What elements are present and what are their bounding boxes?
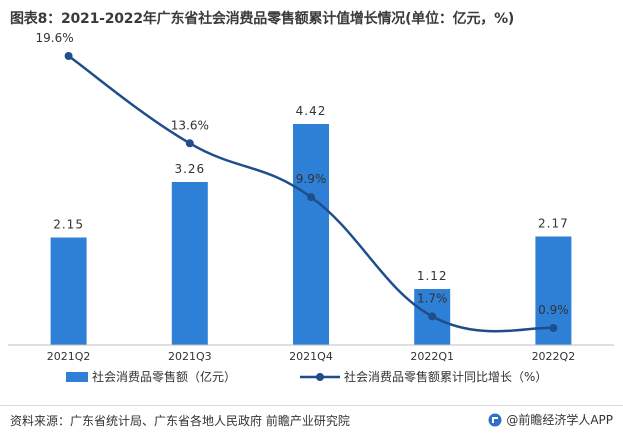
bar <box>171 182 208 345</box>
x-tick-label: 2021Q3 <box>168 350 212 363</box>
brand-tag: @前瞻经济学人APP <box>488 411 613 428</box>
legend-bar-label: 社会消费品零售额（亿元） <box>92 369 236 384</box>
bars-layer <box>50 124 572 345</box>
bar <box>50 237 87 345</box>
bar <box>293 124 329 345</box>
growth-point <box>549 324 558 332</box>
brand-text: @前瞻经济学人APP <box>506 413 613 427</box>
growth-point <box>185 139 194 148</box>
data-labels: 2.15 3.26 4.42 1.12 2.17 19.6% 13.6% 9.9% 1.7% 0.… <box>36 31 569 317</box>
growth-point <box>64 52 73 60</box>
growth-value-label: 9.9% <box>296 172 327 186</box>
chart-plot: 2021Q2 2021Q3 2021Q4 2022Q1 2022Q2 2.15 3.26 4… <box>8 31 614 384</box>
x-tick-label: 2022Q1 <box>410 350 454 363</box>
bar-value-label: 4.42 <box>296 104 327 118</box>
growth-value-label: 13.6% <box>171 118 209 132</box>
x-axis: 2021Q2 2021Q3 2021Q4 2022Q1 2022Q2 <box>8 344 614 363</box>
growth-value-label: 1.7% <box>417 291 448 305</box>
bar-value-label: 2.15 <box>53 218 84 232</box>
x-tick-label: 2021Q2 <box>47 350 91 363</box>
footer-divider <box>0 405 623 406</box>
line-layer <box>64 52 558 333</box>
x-tick-label: 2021Q4 <box>289 350 333 363</box>
x-tick-label: 2022Q2 <box>532 350 576 363</box>
brand-logo-icon <box>488 413 502 426</box>
growth-value-label: 0.9% <box>538 303 569 317</box>
bar-value-label: 1.12 <box>417 269 448 283</box>
legend-line-label: 社会消费品零售额累计同比增长（%） <box>344 369 547 384</box>
legend-line-marker <box>316 373 324 381</box>
growth-point <box>428 312 437 321</box>
growth-point <box>307 193 315 202</box>
legend-bar-swatch <box>66 372 88 382</box>
bar-value-label: 2.17 <box>538 217 569 231</box>
chart-title: 图表8：2021-2022年广东省社会消费品零售额累计值增长情况(单位：亿元，%… <box>10 11 515 27</box>
growth-value-label: 19.6% <box>36 31 74 45</box>
bar-value-label: 3.26 <box>174 162 205 176</box>
legend: 社会消费品零售额（亿元） 社会消费品零售额累计同比增长（%） <box>66 369 547 384</box>
source-note: 资料来源：广东省统计局、广东省各地人民政府 前瞻产业研究院 <box>10 414 350 428</box>
